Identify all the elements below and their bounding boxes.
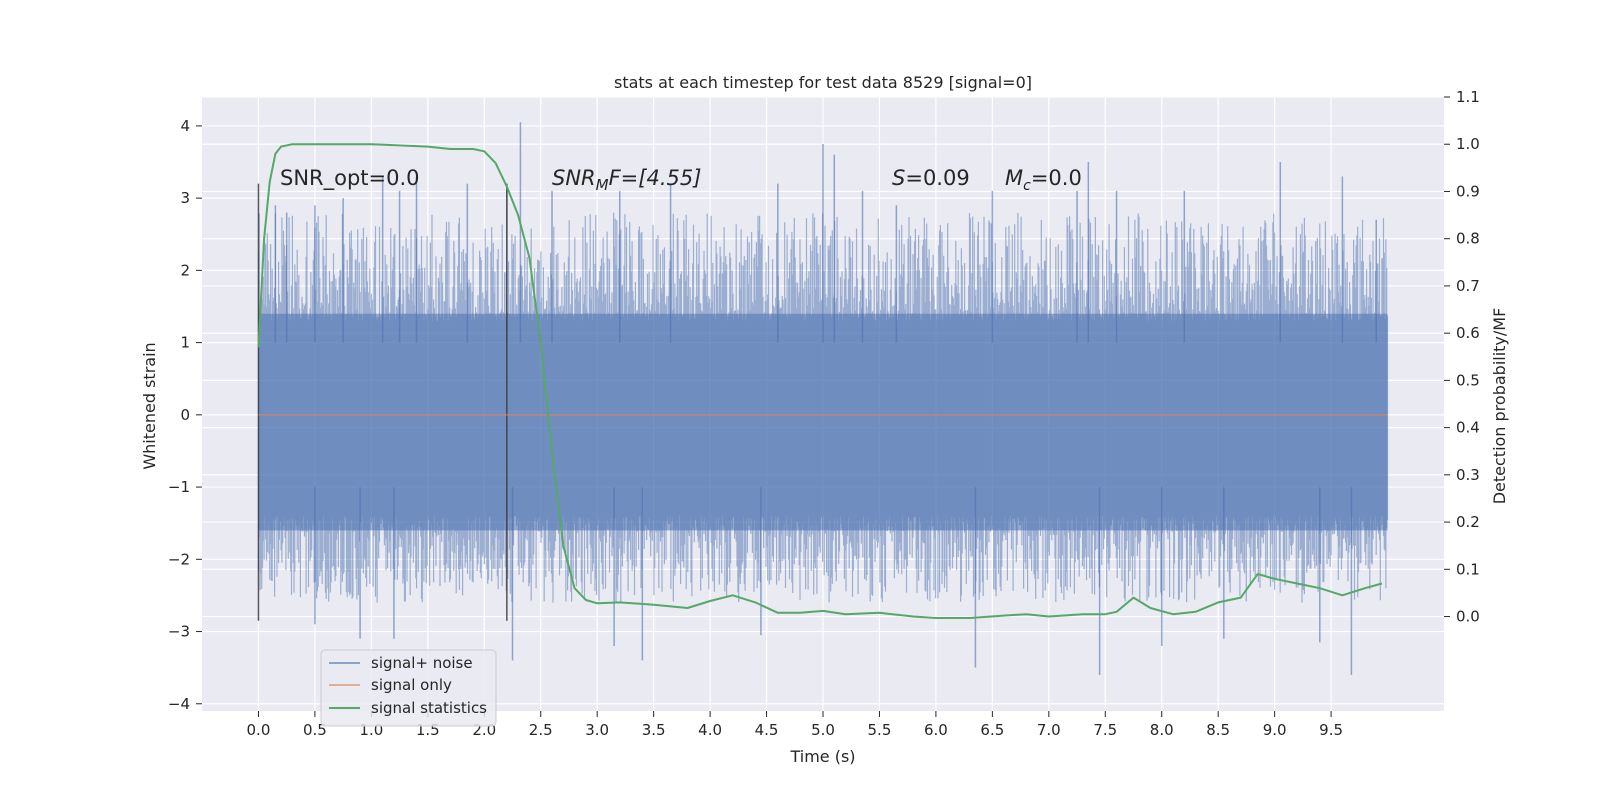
y2-tick-label: 1.1: [1456, 88, 1480, 106]
x-tick-label: 7.0: [1037, 721, 1061, 739]
y2-tick-label: 0.8: [1456, 230, 1480, 248]
y-tick-label: 0: [180, 406, 190, 424]
legend-label-signal: signal only: [371, 676, 452, 694]
noise-series: [257, 122, 1389, 675]
x-tick-label: 0.0: [247, 721, 271, 739]
signal-statistics-line: [257, 143, 1383, 619]
y-tick-label: 3: [180, 189, 190, 207]
y-tick-label: 1: [180, 334, 190, 352]
snr-mf-annotation: SNRMF=[4.55]: [552, 166, 701, 194]
x-tick-label: 7.5: [1093, 721, 1117, 739]
x-tick-label: 4.0: [698, 721, 722, 739]
s-annotation: S=0.09: [892, 166, 970, 190]
y2-tick-label: 0.0: [1456, 608, 1480, 626]
legend-box: [320, 649, 497, 727]
x-tick-label: 6.5: [980, 721, 1004, 739]
chart-title: stats at each timestep for test data 852…: [614, 73, 1032, 92]
x-tick-label: 3.0: [585, 721, 609, 739]
signal-statistics-series: [257, 143, 1383, 619]
x-tick-label: 4.5: [755, 721, 779, 739]
y-tick-label: −4: [168, 695, 190, 713]
x-tick-label: 6.0: [924, 721, 948, 739]
y2-axis-label: Detection probability/MF: [1490, 308, 1509, 505]
x-tick-label: 0.5: [303, 721, 327, 739]
x-tick-label: 9.0: [1263, 721, 1287, 739]
x-tick-label: 9.5: [1319, 721, 1343, 739]
legend-label-stats: signal statistics: [371, 699, 487, 717]
y2-tick-label: 0.6: [1456, 324, 1480, 342]
vertical-lines: [257, 183, 508, 621]
y-tick-label: 2: [180, 261, 190, 279]
snr-opt-annotation: SNR_opt=0.0: [280, 166, 420, 191]
left-axis-ticks: 4 3 2 1 0 −1 −2 −3 −4: [168, 117, 202, 713]
x-tick-label: 8.5: [1206, 721, 1230, 739]
y2-tick-label: 0.7: [1456, 277, 1480, 295]
x-tick-label: 8.0: [1150, 721, 1174, 739]
y-tick-label: −3: [168, 623, 190, 641]
x-tick-label: 5.5: [868, 721, 892, 739]
x-tick-label: 5.0: [811, 721, 835, 739]
y2-tick-label: 0.1: [1456, 560, 1480, 578]
y-tick-label: −2: [168, 550, 190, 568]
legend: signal+ noise signal only signal statist…: [320, 649, 497, 727]
right-axis-ticks: 1.1 1.0 0.9 0.8 0.7 0.6 0.5 0.4 0.3 0.2 0.1 0.0: [1444, 88, 1480, 626]
y-tick-label: 4: [180, 117, 190, 135]
x-axis-label: Time (s): [789, 747, 855, 766]
x-tick-label: 2.5: [529, 721, 553, 739]
y-tick-label: −1: [168, 478, 190, 496]
x-tick-label: 3.5: [642, 721, 666, 739]
y2-tick-label: 0.4: [1456, 419, 1480, 437]
y2-tick-label: 1.0: [1456, 135, 1480, 153]
mc-annotation: Mc=0.0: [1005, 166, 1082, 194]
legend-label-noise: signal+ noise: [371, 654, 473, 672]
y2-tick-label: 0.2: [1456, 513, 1480, 531]
y-axis-label: Whitened strain: [140, 342, 159, 469]
y2-tick-label: 0.9: [1456, 182, 1480, 200]
y2-tick-label: 0.3: [1456, 466, 1480, 484]
y2-tick-label: 0.5: [1456, 371, 1480, 389]
